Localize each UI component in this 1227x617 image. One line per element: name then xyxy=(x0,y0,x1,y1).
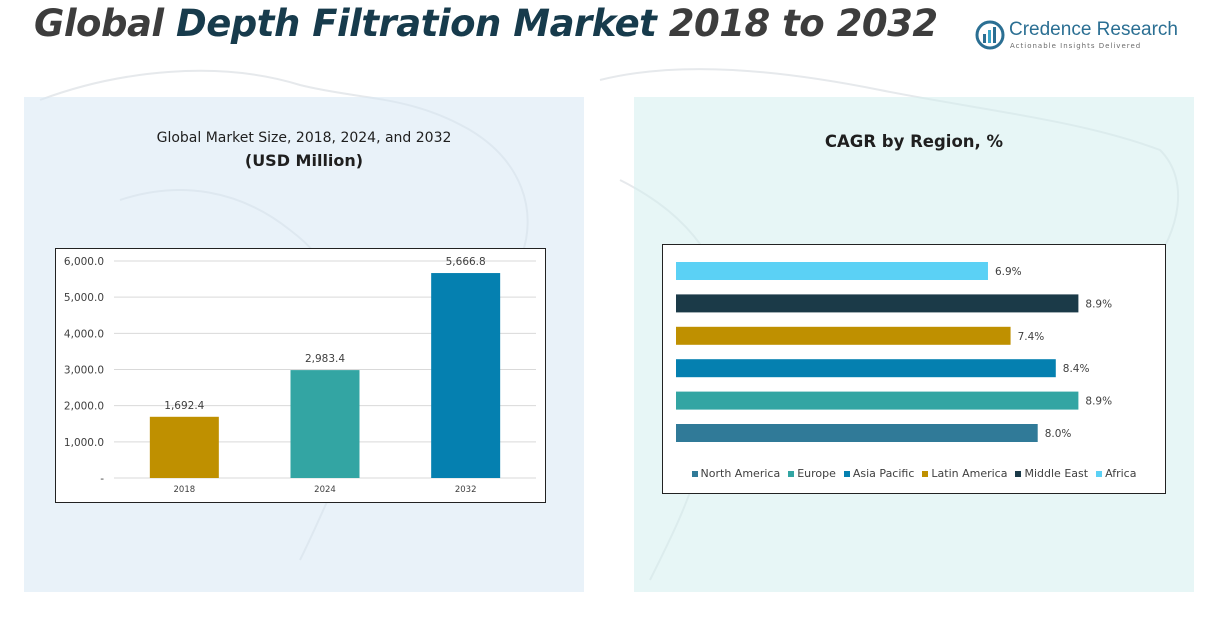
logo-tagline: Actionable Insights Delivered xyxy=(1010,42,1142,50)
y-tick-label: 3,000.0 xyxy=(64,365,104,377)
cagr-panel: CAGR by Region, % 6.9% 8.9% 7.4% 8.4% 8.9% 8.… xyxy=(634,97,1194,592)
x-tick-label: 2032 xyxy=(455,485,477,495)
market-size-panel: Global Market Size, 2018, 2024, and 2032… xyxy=(24,97,584,592)
page-title: Global Depth Filtration Market 2018 to 2… xyxy=(34,2,938,45)
legend-label: Africa xyxy=(1105,467,1137,480)
cagr-title: CAGR by Region, % xyxy=(824,132,1004,151)
y-tick-label: 2,000.0 xyxy=(64,401,104,413)
legend-label: North America xyxy=(700,467,781,480)
x-tick-label: 2024 xyxy=(314,485,336,495)
legend-label: Asia Pacific xyxy=(852,467,915,480)
cagr-value-label: 8.0% xyxy=(1045,428,1072,440)
x-tick-label: 2018 xyxy=(174,485,196,495)
cagr-value-label: 8.9% xyxy=(1085,298,1112,310)
cagr-bar-asia-pacific xyxy=(676,359,1056,378)
market-size-bar-chart: - 1,000.0 2,000.0 3,000.0 4,000.0 5,000.0 6,00… xyxy=(64,256,536,495)
y-tick-label: 5,000.0 xyxy=(64,292,104,304)
cagr-value-label: 6.9% xyxy=(995,266,1022,278)
legend-swatch xyxy=(922,470,929,477)
page-title-accent: Depth Filtration Market xyxy=(176,2,657,45)
market-size-unit: (USD Million) xyxy=(244,151,364,170)
y-tick-label: 6,000.0 xyxy=(64,256,104,268)
page-title-tail: 2018 to 2032 xyxy=(668,2,938,45)
cagr-value-label: 7.4% xyxy=(1018,331,1045,343)
legend-swatch xyxy=(788,470,795,477)
y-tick-label: 4,000.0 xyxy=(64,328,104,340)
legend-item-asia-pacific: Asia Pacific xyxy=(843,467,915,480)
legend-label: Europe xyxy=(797,467,836,480)
bar-value-label: 1,692.4 xyxy=(164,400,204,412)
legend-swatch xyxy=(843,470,850,477)
market-size-title: Global Market Size, 2018, 2024, and 2032 xyxy=(156,130,452,146)
cagr-value-label: 8.9% xyxy=(1085,396,1112,408)
y-tick-label: 1,000.0 xyxy=(64,437,104,449)
bar-value-label: 2,983.4 xyxy=(305,353,345,365)
page-title-lead: Global xyxy=(34,2,164,45)
logo-name: Credence Research xyxy=(1009,19,1178,40)
cagr-bar-chart: 6.9% 8.9% 7.4% 8.4% 8.9% 8.0% xyxy=(676,262,1112,442)
cagr-bar-latin-america xyxy=(676,326,1011,345)
bar-2024 xyxy=(290,370,360,478)
bar-value-label: 5,666.8 xyxy=(446,256,486,268)
legend-label: Latin America xyxy=(931,467,1008,480)
bar-2018 xyxy=(149,416,219,478)
legend-swatch xyxy=(1015,470,1022,477)
legend-item-africa: Africa xyxy=(1096,467,1136,480)
y-tick-label: - xyxy=(100,473,104,485)
cagr-bar-europe xyxy=(676,391,1079,410)
legend-swatch xyxy=(1096,470,1103,477)
legend-item-middle-east: Middle East xyxy=(1015,467,1088,480)
market-size-chart: - 1,000.0 2,000.0 3,000.0 4,000.0 5,000.0 6,00… xyxy=(55,248,546,503)
legend-item-europe: Europe xyxy=(788,467,836,480)
cagr-legend: North America Europe Asia Pacific Latin Ame… xyxy=(663,467,1165,480)
credence-research-logo: Credence Research Actionable Insights De… xyxy=(975,18,1178,54)
legend-item-latin-america: Latin America xyxy=(922,467,1007,480)
cagr-bar-north-america xyxy=(676,424,1038,442)
cagr-value-label: 8.4% xyxy=(1063,363,1090,375)
cagr-chart: 6.9% 8.9% 7.4% 8.4% 8.9% 8.0% North America Eu… xyxy=(662,244,1166,494)
cagr-bar-middle-east xyxy=(676,294,1079,313)
bar-2032 xyxy=(431,273,501,478)
cagr-bar-africa xyxy=(676,262,988,280)
legend-swatch xyxy=(691,470,698,477)
legend-item-north-america: North America xyxy=(691,467,781,480)
logo-mark-icon xyxy=(975,20,1005,50)
legend-label: Middle East xyxy=(1024,467,1089,480)
